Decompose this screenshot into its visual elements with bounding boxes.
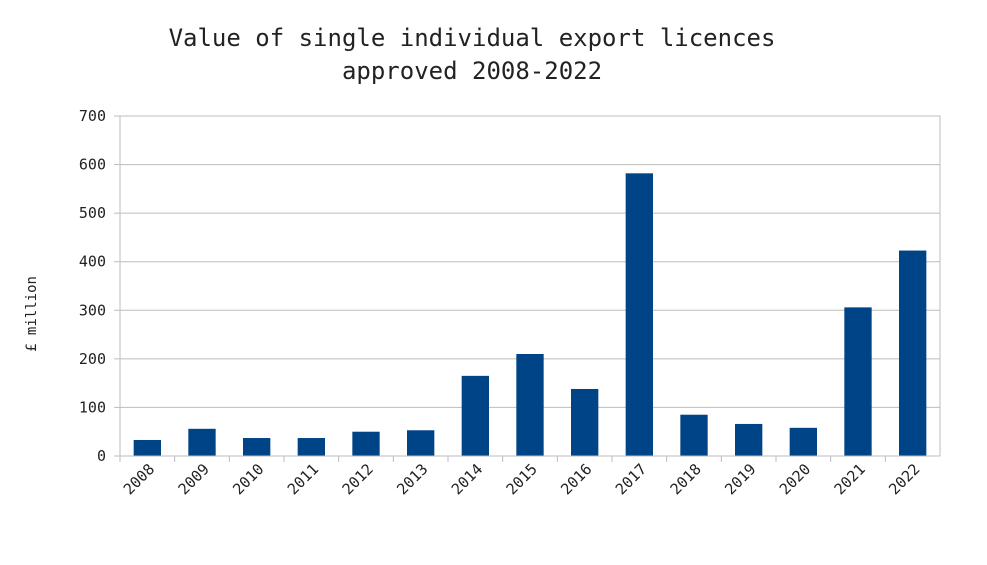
x-tick-label: 2011	[284, 460, 322, 498]
x-tick-label: 2012	[339, 460, 377, 498]
x-tick-label: 2022	[885, 460, 923, 498]
bar-2014	[461, 375, 489, 456]
x-tick-labels: 2008 2009 2010 2011 2012 2013 2014 2015 2016 2017…	[120, 460, 924, 498]
y-tick-label: 0	[97, 447, 106, 465]
bar-2015	[516, 354, 544, 456]
bar-2022	[899, 250, 927, 456]
bars	[133, 173, 927, 457]
y-tick-label: 500	[79, 204, 106, 222]
y-tick-label: 700	[79, 107, 106, 125]
bar-2019	[735, 423, 763, 456]
bar-2010	[243, 438, 271, 456]
chart-title-line-2: approved 2008-2022	[341, 57, 603, 85]
plot-frame	[119, 115, 941, 457]
bar-2013	[407, 430, 435, 456]
axes	[114, 115, 941, 462]
y-tick-label: 100	[79, 398, 106, 416]
y-tick-label: 300	[79, 301, 106, 319]
bar-2016	[571, 388, 599, 456]
y-tick-label: 400	[79, 253, 106, 271]
x-tick-label: 2021	[831, 460, 869, 498]
chart-title: Value of single individual export licenc…	[0, 22, 944, 88]
x-tick-label: 2017	[612, 460, 650, 498]
x-tick-label: 2016	[557, 460, 595, 498]
x-tick-label: 2015	[503, 460, 541, 498]
x-tick-label: 2010	[229, 460, 267, 498]
bar-2020	[789, 427, 817, 456]
bar-2021	[844, 307, 872, 456]
bar-2009	[188, 428, 216, 456]
x-tick-label: 2019	[721, 460, 759, 498]
x-tick-label: 2018	[667, 460, 705, 498]
x-tick-label: 2008	[120, 460, 158, 498]
y-tick-label: 200	[79, 350, 106, 368]
x-tick-label: 2020	[776, 460, 814, 498]
x-tick-label: 2009	[175, 460, 213, 498]
y-axis-label: £ million	[24, 276, 40, 352]
y-tick-label: 600	[79, 156, 106, 174]
bar-2017	[625, 173, 653, 457]
x-tick-label: 2014	[448, 460, 486, 498]
bar-2008	[133, 439, 161, 456]
bar-2011	[297, 438, 325, 456]
bar-2012	[352, 431, 380, 456]
bar-2018	[680, 414, 708, 456]
x-tick-label: 2013	[393, 460, 431, 498]
y-tick-labels: 0 100 200 300 400 500 600 700	[79, 107, 106, 465]
chart-title-line-1: Value of single individual export licenc…	[168, 24, 776, 52]
